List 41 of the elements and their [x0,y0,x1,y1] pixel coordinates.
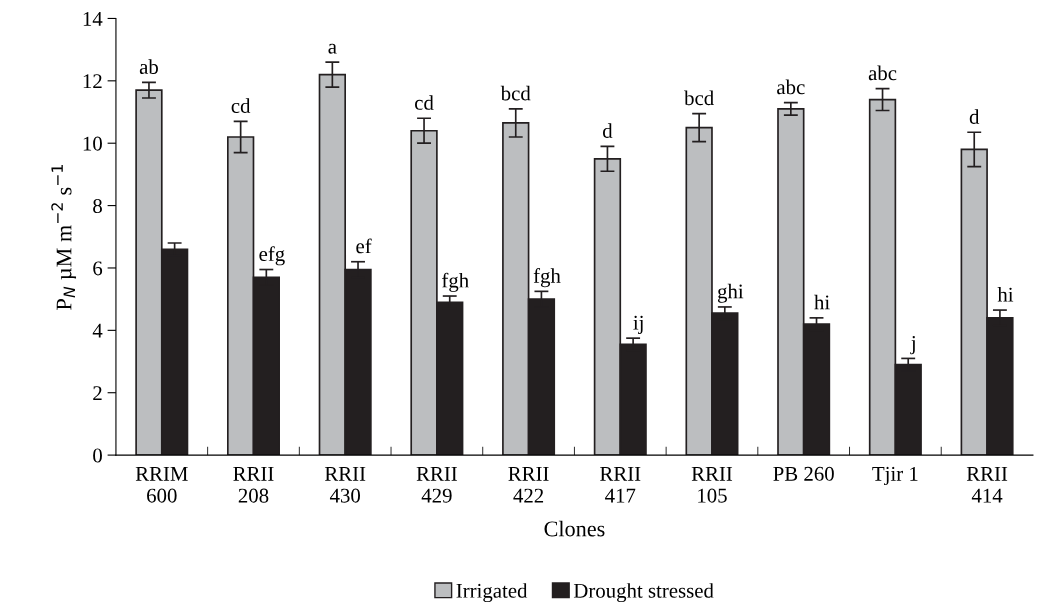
annotation: bcd [684,90,714,106]
annotation: fgh [442,272,469,292]
x-tick-label: RRIM 600 [135,467,188,503]
x-tick-label: RRII 430 [324,467,366,503]
x-tick-label: RRII 417 [600,467,641,503]
y-tick-label: 14 [83,11,103,26]
y-tick-label: 8 [93,198,102,214]
legend-label: Irrigated [456,583,528,603]
x-tick-label: Tjir 1 [872,466,918,486]
x-tick-label: PB 260 [773,466,834,481]
annotation: d [602,123,613,138]
annotation: ghi [717,283,744,303]
annotation: hi [997,287,1014,302]
annotation: ij [633,315,643,334]
annotation: abc [777,79,805,95]
annotation: bcd [500,85,531,101]
x-tick-label: RRII 429 [416,467,457,503]
y-tick-label: 10 [83,136,102,151]
y-tick-label: 2 [93,386,102,400]
annotation: cd [415,95,434,110]
annotation: efg [259,246,285,266]
annotation: d [969,109,980,124]
annotation: hi [814,294,830,310]
legend-label: Drought stressed [573,583,714,603]
x-tick-label: RRII 105 [691,467,733,503]
y-tick-label: 4 [92,323,103,338]
x-tick-label: RRII 422 [508,467,549,503]
annotation: cd [231,98,251,113]
annotation: ab [139,59,158,74]
x-axis-title: Clones [544,520,605,537]
annotation: abc [868,65,897,81]
annotation: ef [356,238,372,254]
x-tick-label: RRII 414 [966,467,1008,503]
y-axis-title: P$_{N}$ µM m$^{−2}$ s$^{−1}$ [51,165,77,310]
x-tick-label: RRII 208 [233,467,274,503]
annotation: fgh [533,268,561,288]
y-tick-label: 6 [93,261,103,276]
y-tick-label: 0 [93,448,102,463]
annotation: j [910,336,915,355]
annotation: a [328,43,337,54]
y-tick-label: 12 [83,74,102,89]
